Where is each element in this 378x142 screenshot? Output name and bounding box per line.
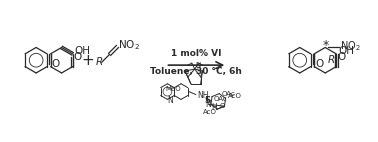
Text: R: R — [96, 57, 103, 67]
Text: Toluene, 30 °C, 6h: Toluene, 30 °C, 6h — [150, 67, 242, 76]
Text: O: O — [74, 52, 82, 62]
Text: N: N — [206, 100, 211, 109]
Text: *: * — [323, 39, 329, 52]
Text: AcO: AcO — [228, 93, 241, 99]
Text: MeO: MeO — [166, 86, 181, 92]
Text: NO$_2$: NO$_2$ — [118, 39, 140, 52]
Text: 1 mol% VI: 1 mol% VI — [171, 49, 222, 58]
Text: NO$_2$: NO$_2$ — [340, 40, 361, 53]
Text: O: O — [315, 59, 324, 69]
Text: H: H — [211, 103, 217, 112]
Text: OAc: OAc — [214, 96, 228, 102]
Text: N: N — [196, 62, 201, 68]
Text: S: S — [204, 96, 211, 105]
Text: OH: OH — [338, 46, 354, 56]
Text: +: + — [82, 53, 94, 68]
Text: AcO: AcO — [203, 109, 217, 115]
Text: O: O — [220, 103, 225, 109]
Text: OAc: OAc — [221, 91, 235, 97]
Text: N: N — [167, 96, 173, 106]
Text: O: O — [337, 52, 345, 62]
Text: R: R — [327, 55, 335, 65]
Text: O: O — [51, 59, 60, 69]
Text: NH: NH — [198, 91, 209, 100]
Text: OH: OH — [74, 46, 91, 56]
